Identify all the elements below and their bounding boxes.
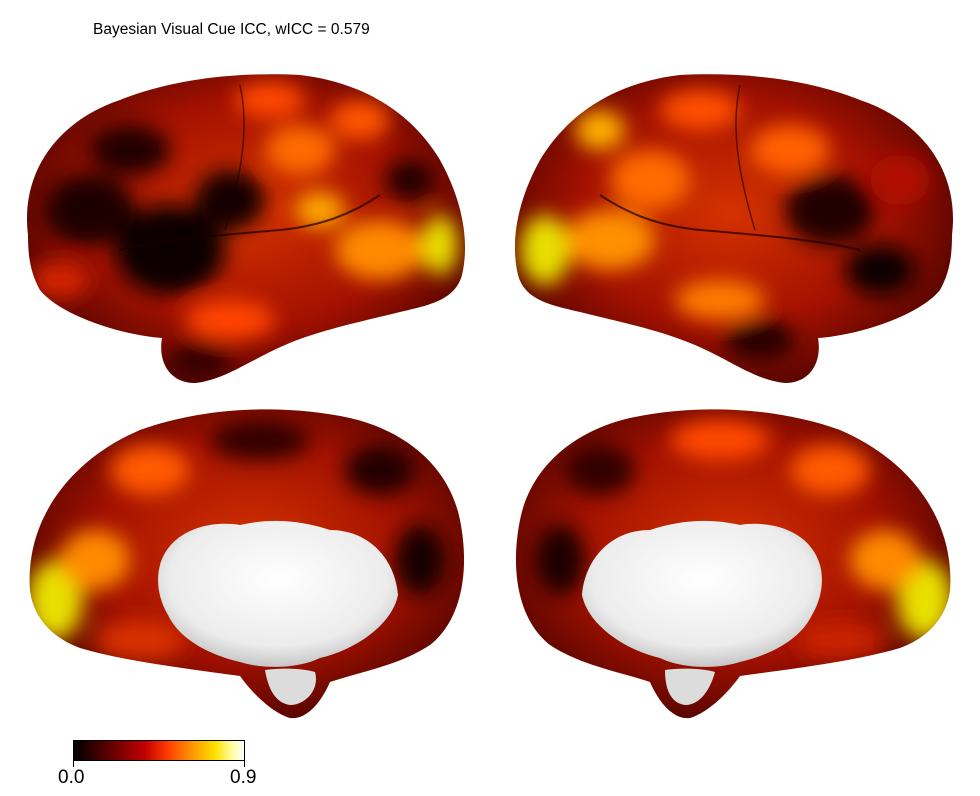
right-lateral-brain [514,74,954,384]
colorbar-max-label: 0.9 [230,767,257,788]
colorbar-tick-min [73,761,74,767]
medial-wall-right [582,520,822,667]
medial-wall-left [158,520,398,667]
left-lateral-brain [26,74,466,384]
right-medial-brain [515,409,951,719]
colorbar-tick-max [244,761,245,767]
colorbar [73,740,245,761]
figure-title: Bayesian Visual Cue ICC, wICC = 0.579 [93,21,370,38]
left-medial-brain [29,409,465,719]
colorbar-min-label: 0.0 [58,767,85,788]
